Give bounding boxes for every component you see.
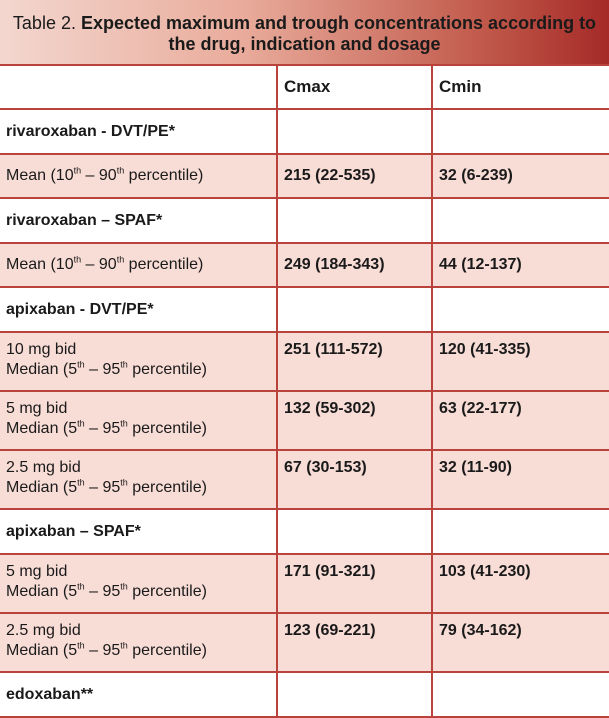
cmax-value: 251 (111-572) [276, 331, 433, 392]
data-row: 2.5 mg bid Median (5th – 95th percentile)… [0, 612, 609, 673]
empty-cell [431, 671, 609, 718]
data-row: Mean (10th – 90th percentile) 249 (184-34… [0, 242, 609, 288]
statistic-label: Median (5th – 95th percentile) [6, 359, 207, 378]
cmax-value: 123 (69-221) [276, 612, 433, 673]
header-cell-drug [0, 64, 278, 110]
dosage-label: 10 mg bid [6, 341, 77, 358]
drug-group-label: rivaroxaban - DVT/PE* [0, 108, 278, 155]
cmin-value: 120 (41-335) [431, 331, 609, 392]
cmin-value: 44 (12-137) [431, 242, 609, 288]
dosage-label: 5 mg bid [6, 400, 68, 417]
header-row: Cmax Cmin [0, 64, 609, 110]
cmax-value: 171 (91-321) [276, 553, 433, 614]
dosage-label: 2.5 mg bid [6, 459, 81, 476]
empty-cell [276, 197, 433, 244]
cmin-value: 79 (34-162) [431, 612, 609, 673]
cmin-value: 32 (6-239) [431, 153, 609, 199]
data-row: 5 mg bid Median (5th – 95th percentile) 13… [0, 390, 609, 451]
cmin-value: 63 (22-177) [431, 390, 609, 451]
data-row: Mean (10th – 90th percentile) 215 (22-535… [0, 153, 609, 199]
empty-cell [431, 508, 609, 555]
group-row: apixaban - DVT/PE* [0, 286, 609, 333]
dosage-label: 2.5 mg bid [6, 622, 81, 639]
drug-group-label: rivaroxaban – SPAF* [0, 197, 278, 244]
statistic-label: Mean (10th – 90th percentile) [6, 254, 204, 273]
statistic-label: Mean (10th – 90th percentile) [6, 165, 204, 184]
header-cell-cmin: Cmin [431, 64, 609, 110]
empty-cell [276, 671, 433, 718]
cmax-value: 215 (22-535) [276, 153, 433, 199]
group-row: apixaban – SPAF* [0, 508, 609, 555]
empty-cell [276, 508, 433, 555]
cmax-value: 249 (184-343) [276, 242, 433, 288]
table-title: Table 2. Expected maximum and trough con… [0, 0, 609, 64]
empty-cell [431, 197, 609, 244]
header-cell-cmax: Cmax [276, 64, 433, 110]
empty-cell [431, 286, 609, 333]
group-row: rivaroxaban – SPAF* [0, 197, 609, 244]
table-caption: Expected maximum and trough concentratio… [80, 13, 597, 54]
data-row: 10 mg bid Median (5th – 95th percentile) 2… [0, 331, 609, 392]
empty-cell [276, 286, 433, 333]
statistic-label: Median (5th – 95th percentile) [6, 418, 207, 437]
data-row: 5 mg bid Median (5th – 95th percentile) 17… [0, 553, 609, 614]
row-label-cell: 5 mg bid Median (5th – 95th percentile) [0, 553, 278, 614]
dosage-label: 5 mg bid [6, 563, 68, 580]
empty-cell [276, 108, 433, 155]
table-number: Table 2. [12, 13, 81, 33]
row-label-cell: Mean (10th – 90th percentile) [0, 242, 278, 288]
row-label-cell: 2.5 mg bid Median (5th – 95th percentile) [0, 612, 278, 673]
group-row: edoxaban** [0, 671, 609, 718]
group-row: rivaroxaban - DVT/PE* [0, 108, 609, 155]
statistic-label: Median (5th – 95th percentile) [6, 581, 207, 600]
statistic-label: Median (5th – 95th percentile) [6, 477, 207, 496]
empty-cell [431, 108, 609, 155]
cmax-value: 67 (30-153) [276, 449, 433, 510]
row-label-cell: 2.5 mg bid Median (5th – 95th percentile) [0, 449, 278, 510]
cmin-value: 32 (11-90) [431, 449, 609, 510]
cmin-value: 103 (41-230) [431, 553, 609, 614]
row-label-cell: 5 mg bid Median (5th – 95th percentile) [0, 390, 278, 451]
row-label-cell: 10 mg bid Median (5th – 95th percentile) [0, 331, 278, 392]
drug-group-label: apixaban – SPAF* [0, 508, 278, 555]
concentration-table: Cmax Cmin rivaroxaban - DVT/PE* Mean (10t… [0, 64, 609, 718]
statistic-label: Median (5th – 95th percentile) [6, 640, 207, 659]
row-label-cell: Mean (10th – 90th percentile) [0, 153, 278, 199]
cmax-value: 132 (59-302) [276, 390, 433, 451]
drug-group-label: apixaban - DVT/PE* [0, 286, 278, 333]
data-row: 2.5 mg bid Median (5th – 95th percentile)… [0, 449, 609, 510]
drug-group-label: edoxaban** [0, 671, 278, 718]
